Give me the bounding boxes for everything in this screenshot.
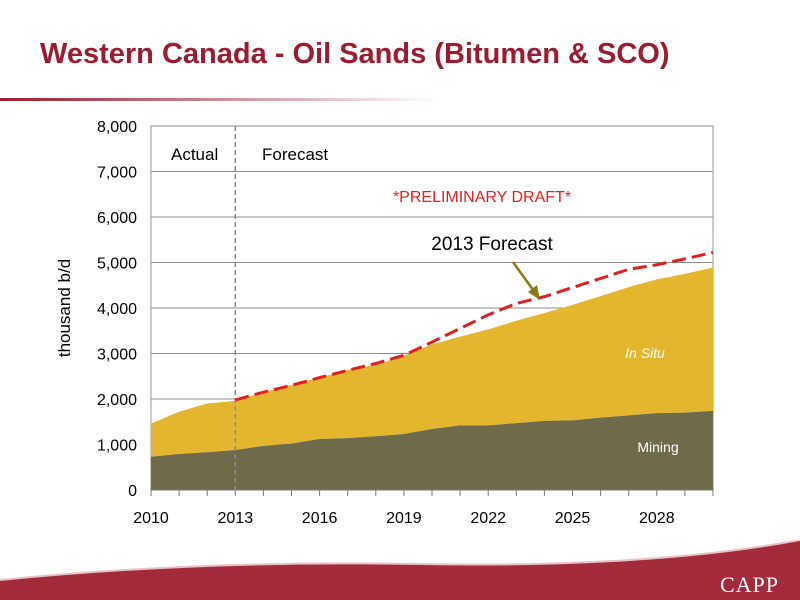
slide-title: Western Canada - Oil Sands (Bitumen & SC…	[40, 38, 670, 70]
actual-label: Actual	[171, 145, 218, 164]
y-tick-label: 1,000	[97, 438, 137, 455]
oil-sands-chart: 0 1,000 2,000 3,000 4,000 5,000 6,000 7,000 8,00…	[55, 119, 714, 527]
callout-arrow-shaft	[511, 261, 538, 295]
forecast-callout-label: 2013 Forecast	[431, 234, 553, 255]
logo-text: CAPP	[720, 572, 780, 597]
x-tick-label: 2013	[218, 510, 254, 527]
y-tick-label: 4,000	[97, 301, 137, 318]
mining-area	[151, 410, 713, 490]
mining-label: Mining	[637, 439, 678, 455]
x-tick-label: 2028	[639, 510, 675, 527]
x-tick-label: 2016	[302, 510, 338, 527]
forecast-label: Forecast	[262, 145, 328, 164]
callout-arrow-head	[528, 285, 540, 300]
x-tick-label: 2022	[470, 510, 506, 527]
title-divider	[0, 98, 440, 101]
x-tick-label: 2019	[386, 510, 422, 527]
y-tick-label: 0	[128, 483, 137, 500]
y-axis-label: thousand b/d	[55, 259, 74, 357]
x-tick-label: 2025	[555, 510, 591, 527]
x-tick-label: 2010	[133, 510, 169, 527]
y-tick-label: 3,000	[97, 347, 137, 364]
y-tick-label: 5,000	[97, 256, 137, 273]
in-situ-label: In Situ	[625, 345, 665, 361]
y-tick-label: 2,000	[97, 392, 137, 409]
y-tick-label: 7,000	[97, 165, 137, 182]
draft-label: *PRELIMINARY DRAFT*	[393, 189, 571, 206]
footer-band	[0, 540, 800, 600]
capp-logo: CAPP	[720, 572, 779, 598]
y-tick-label: 8,000	[97, 119, 137, 136]
forecast-2013-line	[234, 251, 714, 402]
y-tick-label: 6,000	[97, 210, 137, 227]
in-situ-area	[151, 267, 713, 457]
